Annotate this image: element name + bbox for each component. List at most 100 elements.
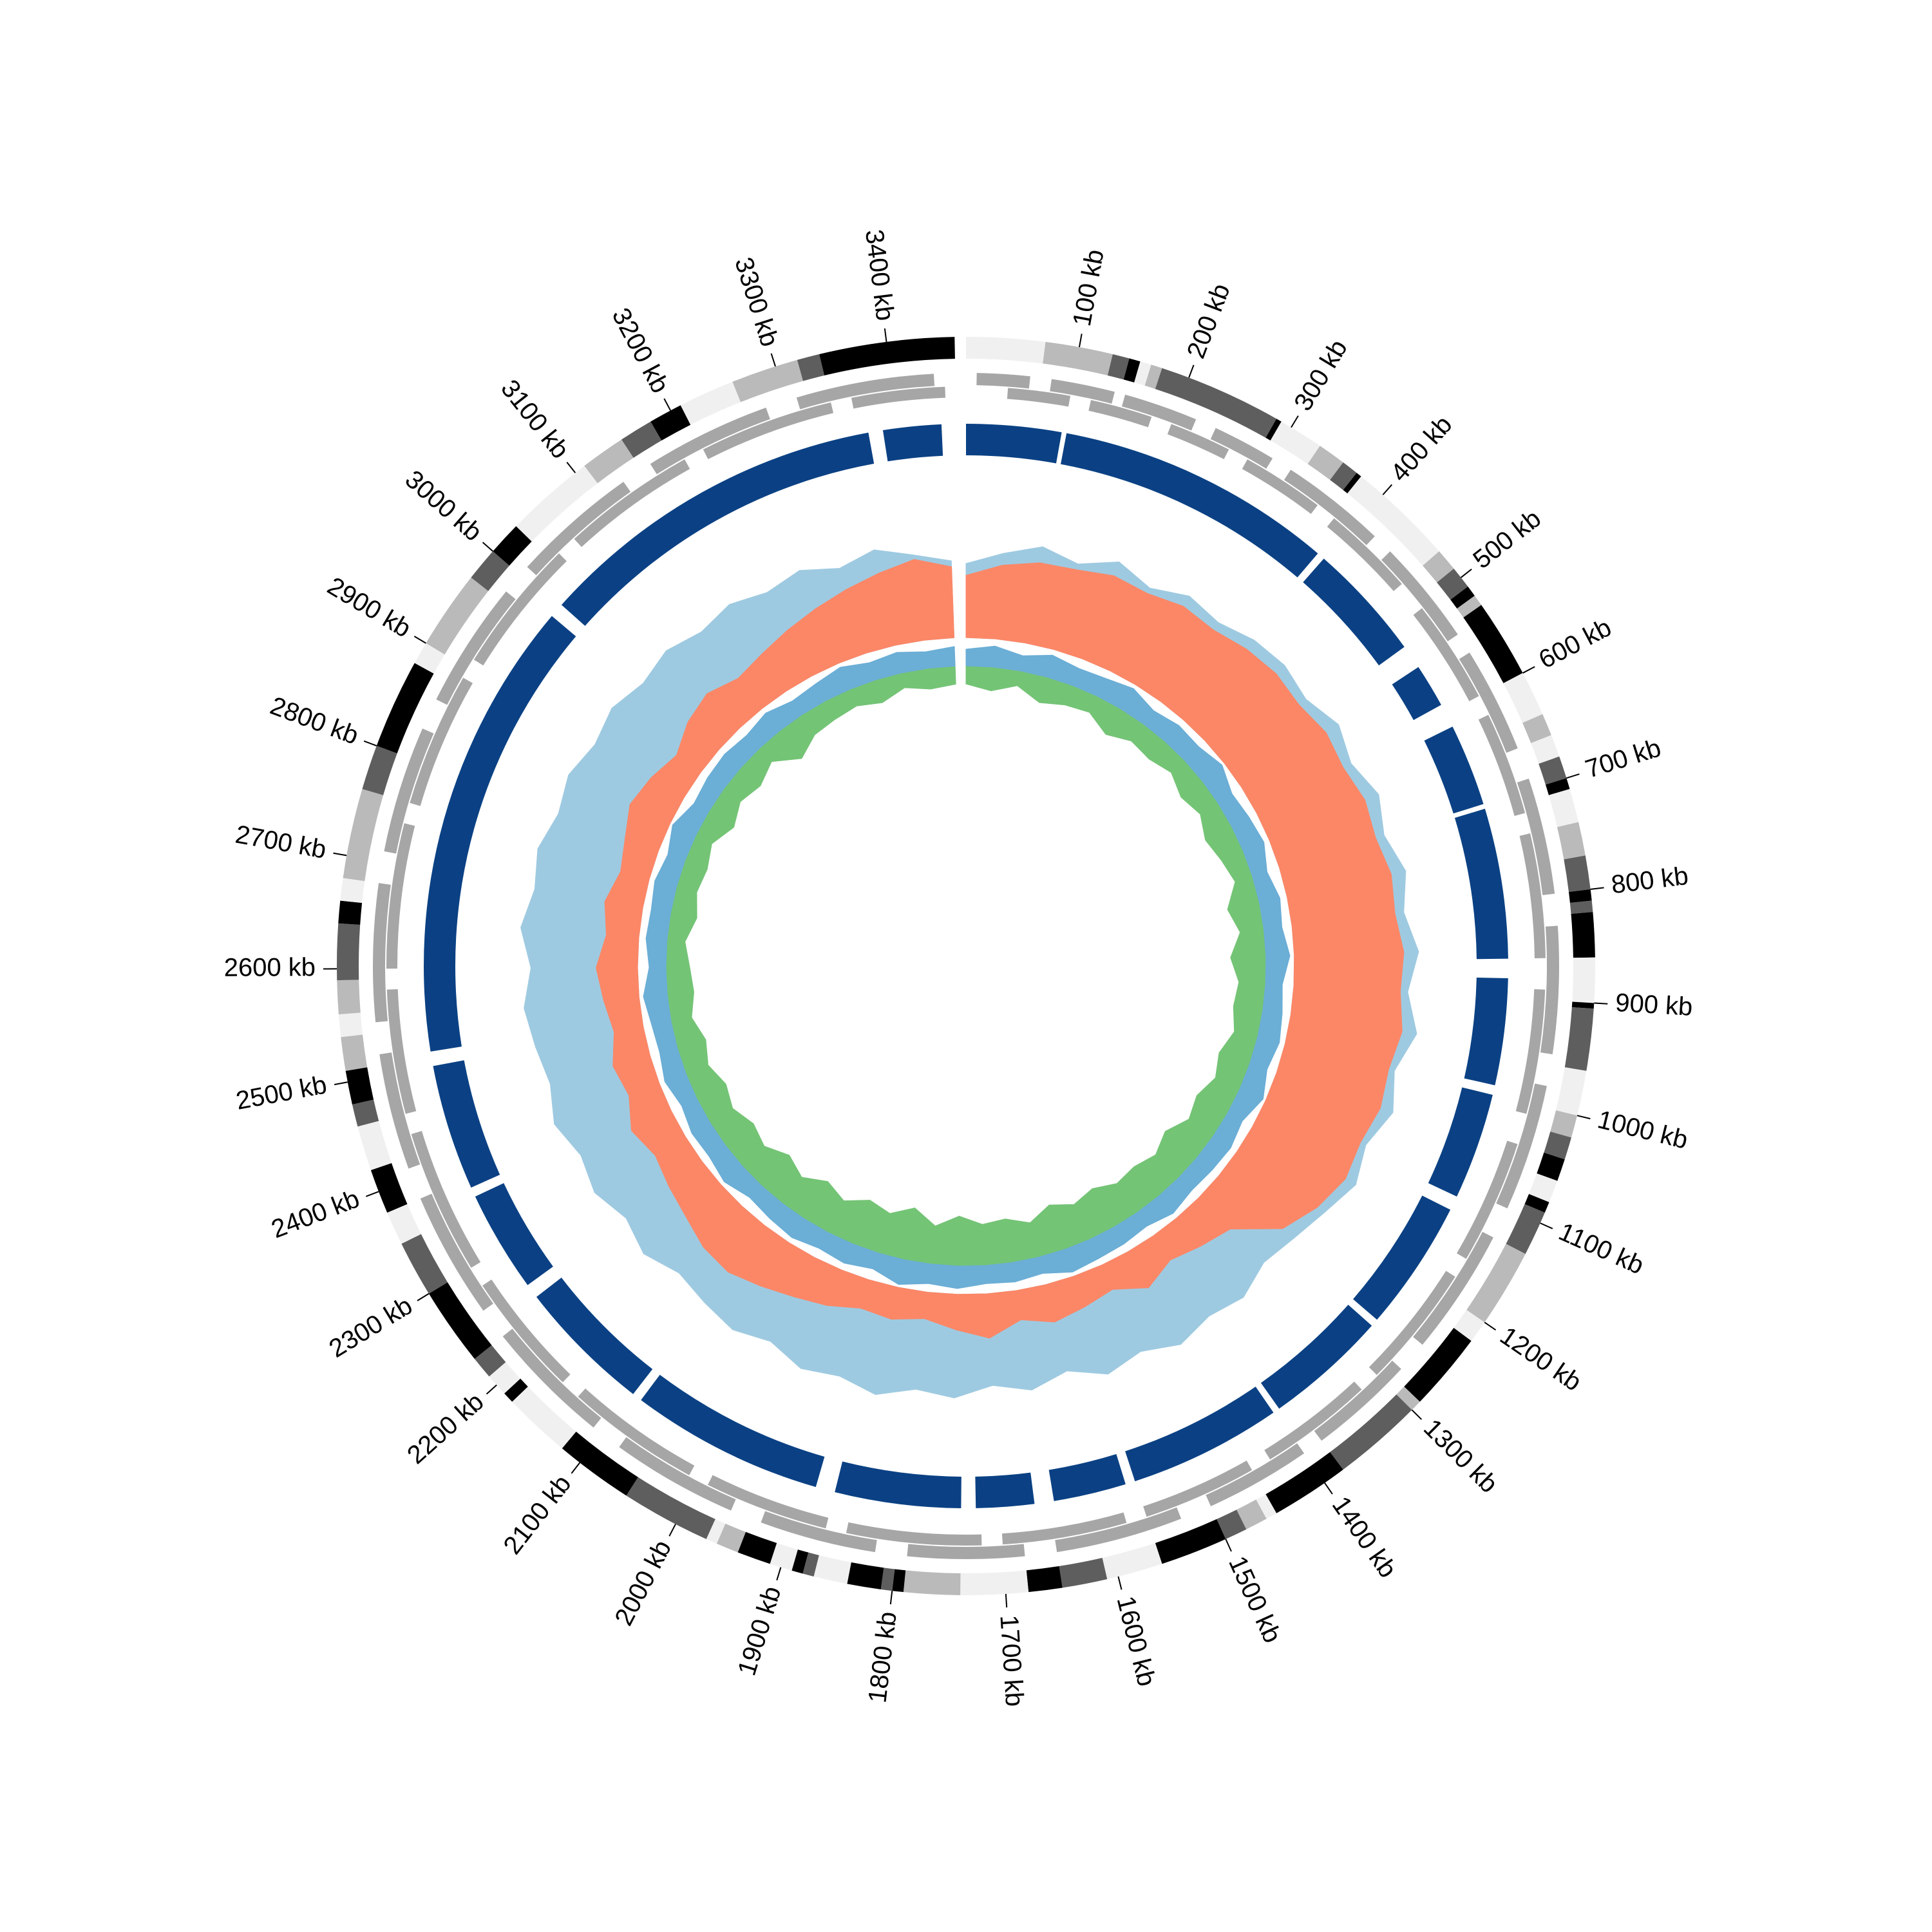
gene: [410, 677, 473, 806]
x-tick-label: 3300 kb: [729, 254, 784, 350]
ideogram-band: [802, 1552, 819, 1577]
x-tick-label: 1400 kb: [1327, 1492, 1402, 1583]
gene: [1459, 652, 1518, 753]
x-tick-label: 700 kb: [1582, 734, 1665, 784]
gene: [1283, 469, 1375, 545]
ideogram-band: [1330, 462, 1357, 490]
gene: [1055, 1507, 1182, 1553]
ideogram-band: [1270, 421, 1320, 464]
gene: [619, 1437, 736, 1511]
gene: [1001, 1512, 1127, 1545]
x-tick-label: 600 kb: [1534, 613, 1616, 674]
ideogram-band: [1555, 1067, 1587, 1116]
x-tick-label: 1800 kb: [863, 1610, 902, 1705]
x-tick-label: 1700 kb: [994, 1614, 1028, 1707]
gene: [574, 459, 690, 547]
gene: [1457, 1141, 1518, 1259]
x-tick-label: 1500 kb: [1223, 1552, 1287, 1647]
x-tick-label: 2600 kb: [224, 953, 316, 982]
gene: [384, 728, 434, 854]
block: [1454, 808, 1508, 960]
gene: [1121, 394, 1197, 431]
block: [1303, 558, 1405, 666]
tick-mark: [1411, 1409, 1422, 1420]
gene: [796, 374, 935, 410]
x-tick-label: 500 kb: [1468, 504, 1546, 574]
tick-mark: [1460, 569, 1472, 578]
ideogram-band: [621, 421, 662, 458]
ideogram-band: [474, 1345, 506, 1377]
ideogram-band: [1571, 912, 1595, 958]
ideogram-band: [732, 359, 804, 402]
ideogram-band: [1503, 673, 1543, 723]
ideogram-band: [428, 1282, 492, 1359]
ideogram-band: [1529, 1173, 1558, 1202]
gene: [1496, 1083, 1547, 1209]
x-tick-label: 2200 kb: [402, 1387, 489, 1470]
x-tick-label: 2700 kb: [233, 820, 328, 864]
ideogram-band: [341, 1034, 368, 1071]
ideogram-band: [706, 1519, 726, 1544]
block: [1428, 1087, 1493, 1197]
tick-mark: [1540, 1222, 1553, 1229]
x-tick-label: 400 kb: [1385, 410, 1458, 487]
x-tick-label: 3200 kb: [607, 303, 675, 397]
tick-mark: [1291, 415, 1299, 428]
ideogram-band: [504, 1378, 528, 1402]
ideogram-band: [387, 1204, 421, 1244]
gene: [1381, 551, 1458, 641]
x-tick-label: 200 kb: [1182, 280, 1236, 363]
tick-mark: [417, 1293, 430, 1302]
block: [1464, 977, 1508, 1086]
gene: [1143, 1461, 1253, 1517]
gene: [846, 1522, 982, 1546]
x-tick-label: 3400 kb: [860, 228, 900, 323]
tick-mark: [413, 636, 426, 644]
ideogram-band: [1102, 1543, 1162, 1580]
ideogram-band: [1568, 889, 1592, 903]
block: [561, 432, 875, 626]
tick-mark: [566, 462, 576, 473]
x-tick-label: 1600 kb: [1111, 1593, 1160, 1689]
ideogram-band: [1123, 358, 1141, 383]
ideogram-band: [489, 1362, 521, 1394]
content-area: [666, 666, 1266, 1266]
ideogram-band: [1564, 1007, 1594, 1071]
gene: [379, 1052, 421, 1169]
tick-mark: [663, 398, 672, 411]
block: [835, 1461, 961, 1508]
ideogram-band: [584, 439, 634, 484]
block: [1048, 1454, 1126, 1501]
ideogram-band: [1572, 957, 1596, 1003]
ideogram-band: [376, 663, 434, 753]
tick-mark: [1590, 887, 1604, 890]
x-tick-label: 1200 kb: [1495, 1321, 1586, 1397]
ideogram-band: [966, 337, 1046, 364]
gene: [1314, 1360, 1401, 1441]
gene: [372, 883, 391, 1023]
x-tick-label: 3000 kb: [400, 465, 488, 547]
tick-mark: [1566, 773, 1580, 779]
tick-mark: [776, 1567, 782, 1581]
x-tick-label: 2300 kb: [325, 1291, 417, 1363]
ideogram-band: [471, 551, 509, 591]
tick-mark: [482, 542, 493, 552]
gene: [1264, 1381, 1362, 1460]
block: [882, 424, 943, 462]
ideogram-band: [352, 1099, 379, 1127]
gene: [1540, 925, 1560, 1055]
ideogram-band: [1537, 1152, 1565, 1181]
gene: [1050, 379, 1115, 404]
tick-mark: [1577, 1115, 1591, 1120]
ideogram-band: [414, 643, 445, 674]
block: [1392, 667, 1441, 721]
gene: [708, 1475, 829, 1529]
x-tick-label: 100 kb: [1068, 247, 1110, 328]
gene: [1413, 1231, 1493, 1345]
tick-mark: [333, 852, 347, 857]
ideogram-band: [1026, 1566, 1063, 1593]
ideogram-band: [1531, 735, 1560, 764]
block: [1424, 726, 1484, 814]
